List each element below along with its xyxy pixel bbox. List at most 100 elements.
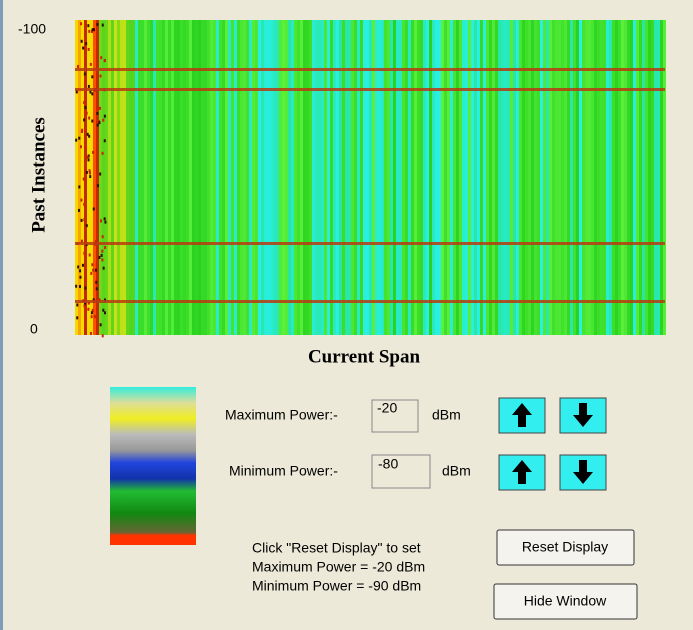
waterfall-column xyxy=(600,20,603,335)
waterfall-speck xyxy=(77,265,80,269)
x-axis-label: Current Span xyxy=(308,346,421,367)
waterfall-speck xyxy=(91,92,94,96)
waterfall-column xyxy=(384,20,387,335)
waterfall-column xyxy=(435,20,438,335)
waterfall-speck xyxy=(75,90,78,94)
waterfall-column xyxy=(450,20,453,335)
waterfall-column xyxy=(357,20,360,335)
waterfall-speck xyxy=(89,62,92,66)
hide-button[interactable] xyxy=(493,583,638,620)
max-power-unit: dBm xyxy=(432,407,461,423)
arrow-icon[interactable] xyxy=(573,403,593,427)
waterfall-column xyxy=(174,20,177,335)
reset-button-label[interactable]: Reset Display xyxy=(522,539,608,555)
waterfall-column xyxy=(660,20,663,335)
waterfall-speck xyxy=(99,172,102,176)
waterfall-column xyxy=(534,20,537,335)
waterfall-speck xyxy=(88,29,91,33)
arrow-icon[interactable] xyxy=(573,460,593,484)
waterfall-speck xyxy=(87,158,90,162)
waterfall-speck xyxy=(88,116,91,120)
waterfall-speck xyxy=(94,315,97,319)
waterfall-column xyxy=(528,20,531,335)
waterfall-column xyxy=(315,20,318,335)
min-power-input[interactable] xyxy=(371,454,431,489)
waterfall-column xyxy=(210,20,213,335)
waterfall-speck xyxy=(103,139,106,143)
waterfall-column xyxy=(432,20,435,335)
waterfall-column xyxy=(180,20,183,335)
waterfall-column xyxy=(195,20,198,335)
waterfall-column xyxy=(312,20,315,335)
waterfall-column xyxy=(120,20,123,335)
waterfall-column xyxy=(618,20,621,335)
waterfall-column xyxy=(105,20,108,335)
waterfall-column xyxy=(561,20,564,335)
waterfall-speck xyxy=(80,22,83,26)
waterfall-column xyxy=(510,20,513,335)
waterfall-speck xyxy=(104,246,107,250)
waterfall-speck xyxy=(75,284,78,288)
waterfall-column xyxy=(252,20,255,335)
waterfall-speck xyxy=(99,74,102,78)
waterfall-column xyxy=(339,20,342,335)
max-power-value[interactable]: -20 xyxy=(377,400,397,416)
waterfall-column xyxy=(639,20,642,335)
waterfall-column xyxy=(492,20,495,335)
waterfall-column xyxy=(84,20,87,335)
waterfall-column xyxy=(579,20,582,335)
waterfall-row xyxy=(75,68,665,71)
waterfall-column xyxy=(408,20,411,335)
waterfall-speck xyxy=(103,217,106,221)
reset-button[interactable] xyxy=(496,529,635,566)
waterfall-speck xyxy=(91,308,94,312)
hide-button-label[interactable]: Hide Window xyxy=(524,593,607,609)
waterfall-column xyxy=(168,20,171,335)
waterfall-column xyxy=(366,20,369,335)
waterfall-speck xyxy=(104,220,107,224)
waterfall-speck xyxy=(85,224,88,228)
waterfall-column xyxy=(132,20,135,335)
waterfall-column xyxy=(90,20,93,335)
arrow-icon[interactable] xyxy=(512,403,532,427)
waterfall-speck xyxy=(79,284,82,288)
waterfall-row xyxy=(75,300,665,303)
waterfall-column xyxy=(663,20,666,335)
waterfall-speck xyxy=(80,239,83,243)
waterfall-speck xyxy=(79,145,82,149)
waterfall-column xyxy=(633,20,636,335)
waterfall-speck xyxy=(84,286,87,290)
waterfall-column xyxy=(360,20,363,335)
waterfall-column xyxy=(78,20,81,335)
waterfall-column xyxy=(438,20,441,335)
waterfall-speck xyxy=(98,106,101,110)
waterfall-column xyxy=(621,20,624,335)
waterfall-column xyxy=(522,20,525,335)
arrow-icon[interactable] xyxy=(512,460,532,484)
waterfall-speck xyxy=(96,112,99,116)
waterfall-column xyxy=(609,20,612,335)
waterfall-column xyxy=(249,20,252,335)
waterfall-speck xyxy=(80,39,83,43)
waterfall-column xyxy=(216,20,219,335)
waterfall-column xyxy=(549,20,552,335)
waterfall-column xyxy=(582,20,585,335)
waterfall-column xyxy=(93,20,96,335)
waterfall-speck xyxy=(97,184,100,188)
waterfall-column xyxy=(426,20,429,335)
waterfall-column xyxy=(288,20,291,335)
waterfall-column xyxy=(477,20,480,335)
max-power-input[interactable] xyxy=(371,399,419,433)
min-power-value[interactable]: -80 xyxy=(378,456,398,472)
waterfall-column xyxy=(444,20,447,335)
waterfall-speck xyxy=(102,266,105,270)
waterfall-column xyxy=(264,20,267,335)
waterfall-column xyxy=(270,20,273,335)
waterfall-column xyxy=(624,20,627,335)
waterfall-speck xyxy=(101,249,104,253)
waterfall-column xyxy=(411,20,414,335)
waterfall-speck xyxy=(80,198,83,202)
waterfall-column xyxy=(573,20,576,335)
waterfall-column xyxy=(474,20,477,335)
